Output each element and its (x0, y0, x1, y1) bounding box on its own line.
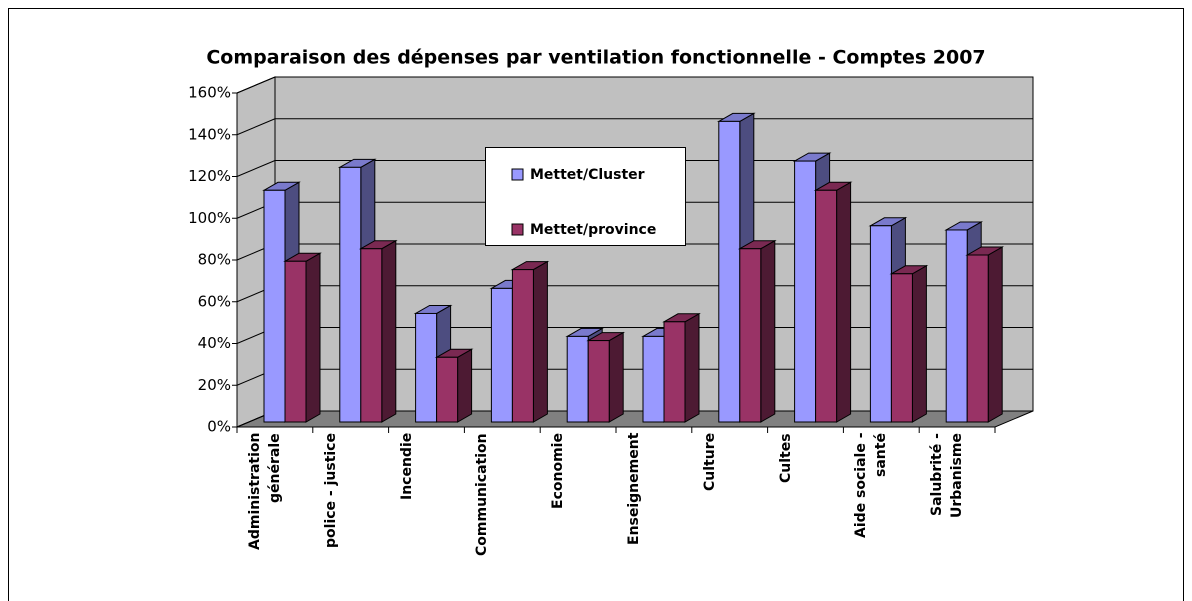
bar (339, 166, 362, 423)
x-tick-label: Culture (701, 433, 718, 492)
bar (436, 356, 459, 423)
bar-side (381, 239, 397, 423)
bar (718, 120, 741, 423)
grid-line (236, 160, 276, 177)
x-tick-label: Aide sociale - santé (853, 433, 890, 539)
bar (966, 254, 989, 423)
x-tick-label: Enseignement (625, 433, 642, 546)
y-tick-label: 120% (188, 167, 231, 185)
x-tick-label: Cultes (777, 433, 794, 483)
bar (642, 335, 665, 423)
legend-swatch (511, 223, 524, 236)
legend-swatch (511, 168, 524, 181)
bar-side (911, 264, 927, 423)
x-tick-label: Incendie (398, 433, 415, 501)
y-tick-label: 40% (198, 334, 231, 352)
bar (794, 160, 817, 423)
grid-line (236, 118, 276, 136)
y-tick-label: 160% (188, 84, 231, 102)
x-tick-label: Economie (550, 433, 567, 509)
legend-label: Mettet/Cluster (530, 167, 645, 183)
bar-side (760, 239, 776, 423)
bar (490, 287, 513, 423)
y-tick-label: 60% (198, 292, 231, 310)
bar-side (305, 252, 321, 423)
bar (815, 189, 838, 423)
chart-title: Comparaison des dépenses par ventilation… (206, 47, 985, 69)
bar-side (608, 331, 624, 423)
y-tick-label: 0% (207, 418, 231, 436)
bar (360, 248, 383, 423)
bar (869, 225, 892, 423)
bar-side (987, 246, 1003, 423)
y-tick-label: 100% (188, 209, 231, 227)
bar (739, 248, 762, 423)
bar (945, 229, 968, 423)
bar (284, 260, 307, 423)
bar-side (457, 348, 473, 423)
x-tick-label: Communication (474, 433, 491, 556)
bar (663, 321, 686, 423)
bar (263, 189, 286, 423)
y-tick-label: 20% (198, 376, 231, 394)
bar (587, 340, 610, 423)
x-tick-label: Administration générale (246, 433, 283, 551)
legend-label: Mettet/province (530, 222, 656, 238)
grid-line (236, 76, 276, 94)
bar (890, 273, 913, 423)
frame (8, 8, 1184, 601)
y-tick-label: 80% (198, 251, 231, 269)
bar (415, 312, 438, 423)
bar (566, 335, 589, 423)
bar-side (836, 181, 852, 423)
bar-side (684, 312, 700, 423)
bar (511, 269, 534, 423)
x-tick-label: police - justice (322, 433, 339, 548)
x-tick-label: Salubrité - Urbanisme (929, 433, 966, 518)
y-tick-label: 140% (188, 125, 231, 143)
bar-side (532, 260, 548, 423)
